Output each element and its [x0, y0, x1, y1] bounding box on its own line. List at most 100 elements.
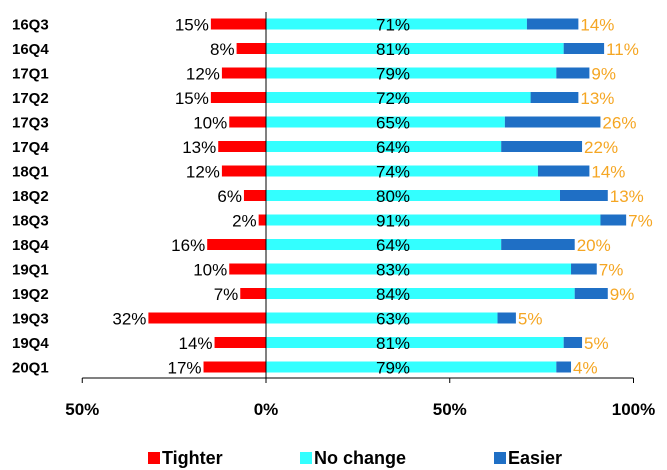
label-tighter: 6%	[217, 187, 242, 206]
bar-easier	[563, 337, 583, 348]
label-easier: 5%	[584, 334, 609, 353]
bar-easier	[556, 361, 572, 373]
label-easier: 22%	[584, 138, 618, 157]
label-easier: 9%	[591, 65, 616, 84]
bar-tighter	[240, 288, 266, 299]
bar-no-change	[266, 116, 505, 128]
bar-tighter	[207, 239, 266, 250]
bar-tighter	[218, 141, 266, 152]
bar-no-change	[266, 67, 557, 79]
bar-easier	[560, 190, 608, 201]
label-tighter: 14%	[179, 334, 213, 353]
category-label: 16Q3	[12, 17, 49, 34]
bar-tighter	[210, 92, 266, 103]
label-easier: 4%	[573, 359, 598, 378]
category-label: 17Q1	[12, 66, 49, 83]
label-easier: 7%	[628, 212, 653, 231]
label-no-change: 64%	[376, 236, 410, 255]
label-no-change: 81%	[376, 40, 410, 59]
label-easier: 13%	[580, 89, 614, 108]
label-tighter: 8%	[210, 40, 235, 59]
legend-swatch	[494, 452, 506, 464]
bar-no-change	[266, 92, 531, 103]
bar-tighter	[229, 263, 266, 275]
bar-easier	[574, 288, 608, 299]
bar-no-change	[266, 312, 498, 324]
bar-tighter	[258, 214, 266, 226]
label-easier: 9%	[610, 285, 635, 304]
bar-tighter	[243, 190, 266, 201]
category-label: 18Q2	[12, 188, 49, 205]
x-tick-label: 0%	[254, 400, 279, 419]
bar-easier	[537, 165, 590, 177]
category-label: 19Q2	[12, 286, 49, 303]
label-tighter: 10%	[193, 261, 227, 280]
bar-no-change	[266, 337, 564, 348]
bar-easier	[526, 18, 579, 30]
bar-tighter	[221, 67, 266, 79]
bar-no-change	[266, 165, 538, 177]
bar-tighter	[214, 337, 266, 348]
label-tighter: 7%	[214, 285, 239, 304]
label-no-change: 80%	[376, 187, 410, 206]
bar-easier	[556, 67, 590, 79]
label-easier: 14%	[580, 16, 614, 35]
label-tighter: 15%	[175, 16, 209, 35]
bar-no-change	[266, 190, 560, 201]
category-label: 18Q4	[12, 237, 49, 254]
data-labels: 15% 71% 14% 8% 81% 11% 12% 79% 9% 15% 72% 13% 10% 65%…	[112, 16, 652, 378]
label-no-change: 83%	[376, 261, 410, 280]
label-easier: 26%	[602, 114, 636, 133]
label-tighter: 17%	[167, 359, 201, 378]
bar-easier	[504, 116, 601, 128]
label-tighter: 2%	[232, 212, 257, 231]
legend-swatch	[300, 452, 312, 464]
bar-easier	[501, 141, 583, 152]
bar-no-change	[266, 288, 575, 299]
category-labels: 16Q3 16Q4 17Q1 17Q2 17Q3 17Q4 18Q1 18Q2 18Q3 18Q4…	[12, 17, 49, 377]
bar-tighter	[221, 165, 266, 177]
label-easier: 7%	[599, 261, 624, 280]
label-tighter: 16%	[171, 236, 205, 255]
legend: Tighter No change Easier	[148, 448, 562, 468]
bar-no-change	[266, 141, 502, 152]
bar-no-change	[266, 263, 572, 275]
x-axis: 50% 0% 50% 100%	[65, 377, 655, 419]
bar-tighter	[203, 361, 266, 373]
category-label: 18Q3	[12, 213, 49, 230]
bar-no-change	[266, 18, 527, 30]
label-easier: 13%	[610, 187, 644, 206]
category-label: 19Q3	[12, 311, 49, 328]
label-easier: 11%	[606, 40, 639, 59]
legend-label: Tighter	[162, 448, 223, 468]
bar-easier	[530, 92, 579, 103]
x-tick-label: 50%	[65, 400, 99, 419]
category-label: 16Q4	[12, 41, 49, 58]
label-no-change: 79%	[376, 359, 410, 378]
label-easier: 5%	[518, 310, 543, 329]
bar-tighter	[148, 312, 266, 324]
label-tighter: 15%	[175, 89, 209, 108]
label-tighter: 13%	[182, 138, 216, 157]
bar-no-change	[266, 361, 557, 373]
label-tighter: 32%	[112, 310, 146, 329]
bar-easier	[600, 214, 627, 226]
category-label: 20Q1	[12, 360, 49, 377]
bar-easier	[563, 43, 605, 54]
bar-easier	[571, 263, 597, 275]
legend-label: No change	[314, 448, 406, 468]
bar-easier	[501, 239, 575, 250]
legend-swatch	[148, 452, 160, 464]
x-tick-label: 100%	[612, 400, 655, 419]
bar-easier	[497, 312, 516, 324]
label-no-change: 65%	[376, 114, 410, 133]
bars-layer	[148, 18, 627, 373]
label-no-change: 79%	[376, 65, 410, 84]
legend-label: Easier	[508, 448, 562, 468]
label-no-change: 74%	[376, 163, 410, 182]
label-no-change: 84%	[376, 285, 410, 304]
bar-no-change	[266, 43, 564, 54]
category-label: 17Q2	[12, 90, 49, 107]
label-tighter: 12%	[186, 163, 220, 182]
